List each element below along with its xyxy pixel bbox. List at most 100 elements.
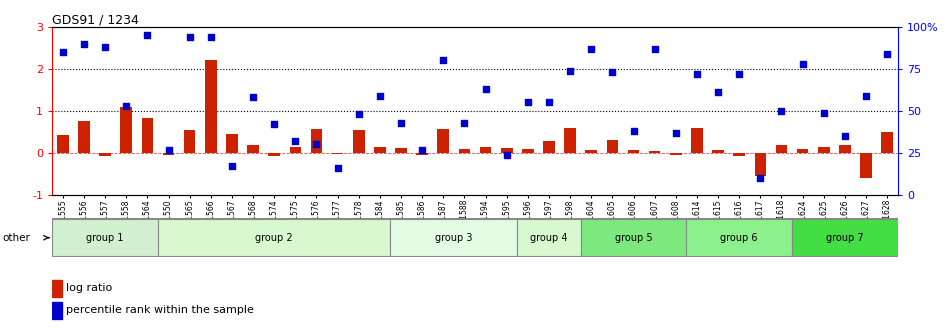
- FancyBboxPatch shape: [390, 219, 518, 256]
- Point: [245, 95, 260, 100]
- Bar: [290, 146, 301, 153]
- Point: [732, 71, 747, 77]
- Bar: [628, 150, 639, 153]
- Bar: [78, 121, 89, 153]
- Point: [626, 128, 641, 134]
- Bar: [121, 107, 132, 153]
- FancyBboxPatch shape: [687, 219, 792, 256]
- Bar: [142, 119, 153, 153]
- Bar: [818, 147, 829, 153]
- Bar: [269, 153, 280, 156]
- Text: group 1: group 1: [86, 233, 124, 243]
- Text: GDS91 / 1234: GDS91 / 1234: [52, 13, 139, 27]
- Bar: [162, 153, 174, 155]
- Point: [562, 68, 578, 73]
- Bar: [459, 149, 470, 153]
- Point: [816, 110, 831, 115]
- Bar: [416, 153, 428, 155]
- Point: [711, 90, 726, 95]
- Point: [774, 108, 789, 114]
- Bar: [754, 153, 766, 176]
- Point: [837, 133, 852, 139]
- Bar: [797, 149, 808, 153]
- Bar: [670, 153, 681, 155]
- Bar: [692, 128, 703, 153]
- Point: [752, 175, 768, 181]
- Point: [182, 34, 198, 40]
- Point: [393, 120, 408, 125]
- Bar: [501, 148, 512, 153]
- FancyBboxPatch shape: [158, 219, 390, 256]
- Bar: [861, 153, 872, 178]
- Bar: [882, 132, 893, 153]
- Bar: [649, 151, 660, 153]
- Bar: [438, 128, 449, 153]
- Bar: [776, 145, 788, 153]
- Bar: [247, 145, 258, 153]
- Text: log ratio: log ratio: [66, 283, 112, 293]
- FancyBboxPatch shape: [52, 219, 158, 256]
- Bar: [332, 153, 343, 154]
- Point: [288, 138, 303, 144]
- Point: [647, 46, 662, 51]
- FancyBboxPatch shape: [518, 219, 580, 256]
- FancyBboxPatch shape: [580, 219, 687, 256]
- Point: [859, 93, 874, 98]
- Point: [542, 100, 557, 105]
- Bar: [205, 60, 217, 153]
- Bar: [543, 141, 555, 153]
- Bar: [712, 150, 724, 153]
- Bar: [839, 145, 850, 153]
- Text: group 6: group 6: [720, 233, 758, 243]
- Point: [55, 49, 70, 55]
- Point: [140, 33, 155, 38]
- Bar: [57, 135, 68, 153]
- Point: [414, 147, 429, 152]
- Point: [98, 44, 113, 50]
- Point: [605, 70, 620, 75]
- Text: group 2: group 2: [256, 233, 293, 243]
- Bar: [100, 153, 111, 156]
- Bar: [226, 134, 238, 153]
- Bar: [480, 147, 491, 153]
- Bar: [585, 150, 597, 153]
- Text: other: other: [2, 233, 29, 243]
- Point: [668, 130, 683, 135]
- Point: [352, 112, 367, 117]
- FancyBboxPatch shape: [792, 219, 898, 256]
- Text: group 7: group 7: [826, 233, 864, 243]
- Point: [309, 142, 324, 147]
- Point: [330, 165, 345, 171]
- Text: percentile rank within the sample: percentile rank within the sample: [66, 305, 254, 315]
- Point: [795, 61, 810, 67]
- Text: group 4: group 4: [530, 233, 568, 243]
- Bar: [564, 128, 576, 153]
- Bar: [52, 280, 62, 297]
- Bar: [522, 149, 534, 153]
- Point: [203, 34, 218, 40]
- Text: group 5: group 5: [615, 233, 653, 243]
- Point: [76, 41, 91, 46]
- Point: [119, 103, 134, 109]
- Point: [267, 122, 282, 127]
- Point: [880, 51, 895, 56]
- Bar: [52, 302, 62, 319]
- Point: [478, 86, 493, 92]
- Point: [436, 58, 451, 63]
- Point: [372, 93, 388, 98]
- Point: [457, 120, 472, 125]
- Bar: [353, 130, 365, 153]
- Point: [161, 147, 176, 152]
- Text: group 3: group 3: [435, 233, 472, 243]
- Bar: [395, 148, 407, 153]
- Point: [583, 46, 598, 51]
- Bar: [607, 140, 618, 153]
- Point: [690, 71, 705, 77]
- Point: [499, 152, 514, 157]
- Point: [224, 164, 239, 169]
- Bar: [184, 130, 196, 153]
- Point: [521, 100, 536, 105]
- Bar: [733, 153, 745, 156]
- Bar: [311, 128, 322, 153]
- Bar: [374, 147, 386, 153]
